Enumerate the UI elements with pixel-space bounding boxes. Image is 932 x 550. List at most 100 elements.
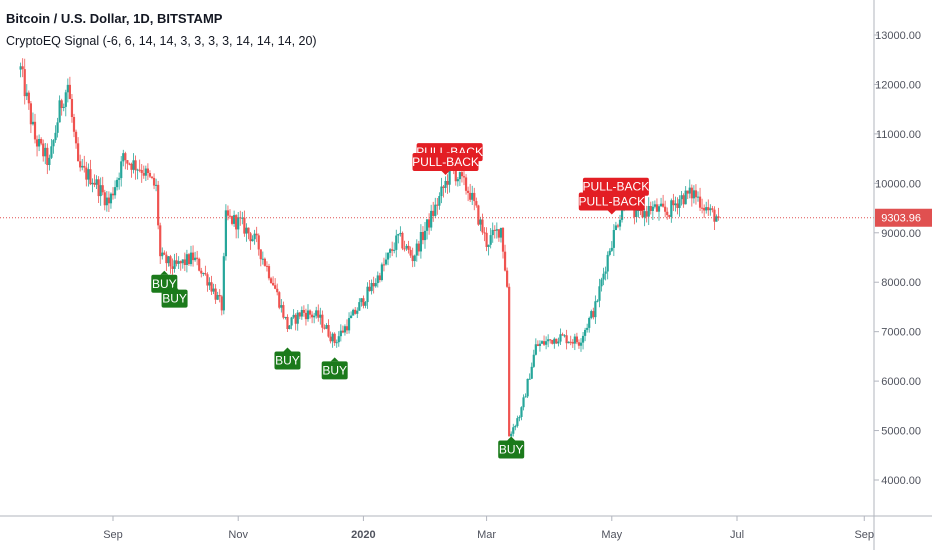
candle-body	[313, 315, 316, 318]
candle-body	[333, 333, 336, 343]
candle-body	[547, 339, 550, 342]
candle-body	[249, 233, 252, 242]
candle-body	[647, 206, 650, 217]
candle-body	[189, 252, 193, 265]
candle-body	[85, 167, 88, 180]
signal-box	[151, 274, 178, 293]
candle-body	[64, 92, 67, 107]
candle-body	[171, 266, 174, 269]
candle-body	[175, 260, 178, 264]
candle-body	[676, 203, 679, 208]
candle-body	[325, 325, 328, 329]
candle-body	[657, 206, 661, 212]
candle-body	[713, 209, 716, 222]
candle-body	[327, 325, 330, 337]
candle-body	[120, 161, 123, 179]
candle-body	[345, 326, 349, 331]
price-tick-label: 5000.00	[881, 426, 921, 438]
candle-body	[618, 219, 622, 227]
candle-body	[191, 252, 195, 261]
candle-body	[74, 131, 78, 144]
candle-body	[224, 210, 227, 257]
pullback-signal: PULL-BACK	[583, 177, 649, 200]
candle-body	[553, 338, 556, 344]
price-axis[interactable]: 4000.00 5000.00 6000.00 7000.00 8000.00 9000.…	[874, 30, 921, 487]
pullback-signal: PULL-BACK	[412, 152, 479, 175]
candle-body	[21, 66, 24, 70]
candle-body	[598, 286, 601, 301]
candle-body	[510, 433, 513, 437]
candle-body	[399, 232, 402, 234]
candle-body	[534, 344, 537, 355]
candle-body	[319, 314, 322, 318]
candle-body	[436, 204, 439, 206]
candle-body	[384, 259, 388, 265]
candle-body	[528, 378, 531, 380]
candle-body	[526, 378, 529, 397]
candle-body	[641, 210, 644, 218]
candle-body	[421, 231, 425, 241]
candle-body	[604, 271, 607, 274]
candle-body	[208, 282, 211, 286]
candle-body	[294, 314, 297, 324]
candle-body	[136, 169, 139, 171]
candle-body	[286, 316, 289, 330]
candle-body	[87, 169, 90, 180]
candle-body	[612, 230, 615, 248]
candle-body	[302, 309, 305, 313]
candle-body	[311, 314, 314, 318]
candle-body	[378, 275, 381, 281]
candle-body	[542, 341, 546, 345]
candle-body	[666, 211, 669, 216]
indicator-legend[interactable]: CryptoEQ Signal (-6, 6, 14, 14, 3, 3, 3,…	[6, 34, 317, 48]
candle-body	[485, 232, 488, 247]
candle-body	[124, 153, 127, 161]
candle-body	[93, 182, 96, 185]
candle-body	[432, 210, 435, 216]
candle-body	[298, 312, 301, 317]
candle-body	[261, 258, 264, 260]
pullback-signal: PULL-BACK	[578, 192, 645, 215]
candle-body	[448, 166, 451, 185]
candle-body	[690, 187, 693, 199]
candle-body	[54, 132, 57, 141]
candle-body	[475, 201, 478, 206]
candle-body	[196, 257, 199, 259]
candle-body	[272, 282, 275, 286]
candle-body	[458, 172, 461, 180]
candle-body	[413, 255, 416, 262]
signal-box	[274, 351, 301, 370]
candle-body	[428, 219, 431, 228]
candle-body	[56, 122, 59, 133]
candle-body	[434, 204, 437, 216]
candle-body	[557, 341, 560, 344]
candle-body	[220, 296, 223, 311]
candle-body	[218, 295, 221, 297]
candle-body	[571, 341, 574, 344]
signal-pointer	[160, 270, 169, 275]
price-tick-label: 10000.00	[875, 178, 921, 190]
candle-body	[401, 232, 404, 249]
time-axis[interactable]: Sep Nov 2020 Mar May Jul Sep	[103, 516, 874, 541]
signal-label: PULL-BACK	[578, 195, 645, 209]
candle-body	[711, 208, 714, 210]
candle-body	[596, 300, 599, 302]
buy-signal: BUY	[151, 270, 178, 293]
candle-body	[62, 106, 65, 108]
candle-body	[210, 282, 213, 292]
candle-body	[614, 225, 617, 231]
candle-body	[692, 190, 695, 199]
candle-body	[551, 339, 554, 344]
candle-body	[382, 264, 386, 266]
candle-body	[25, 92, 28, 97]
last-price-tag: 9303.96	[875, 208, 932, 227]
candle-body	[181, 259, 184, 264]
candle-body	[698, 196, 702, 208]
candle-body	[668, 215, 671, 217]
candle-body	[499, 227, 503, 238]
signal-pointer	[330, 357, 339, 362]
buy-signal: BUY	[161, 285, 188, 308]
candle-body	[350, 315, 353, 319]
candle-body	[257, 235, 260, 250]
